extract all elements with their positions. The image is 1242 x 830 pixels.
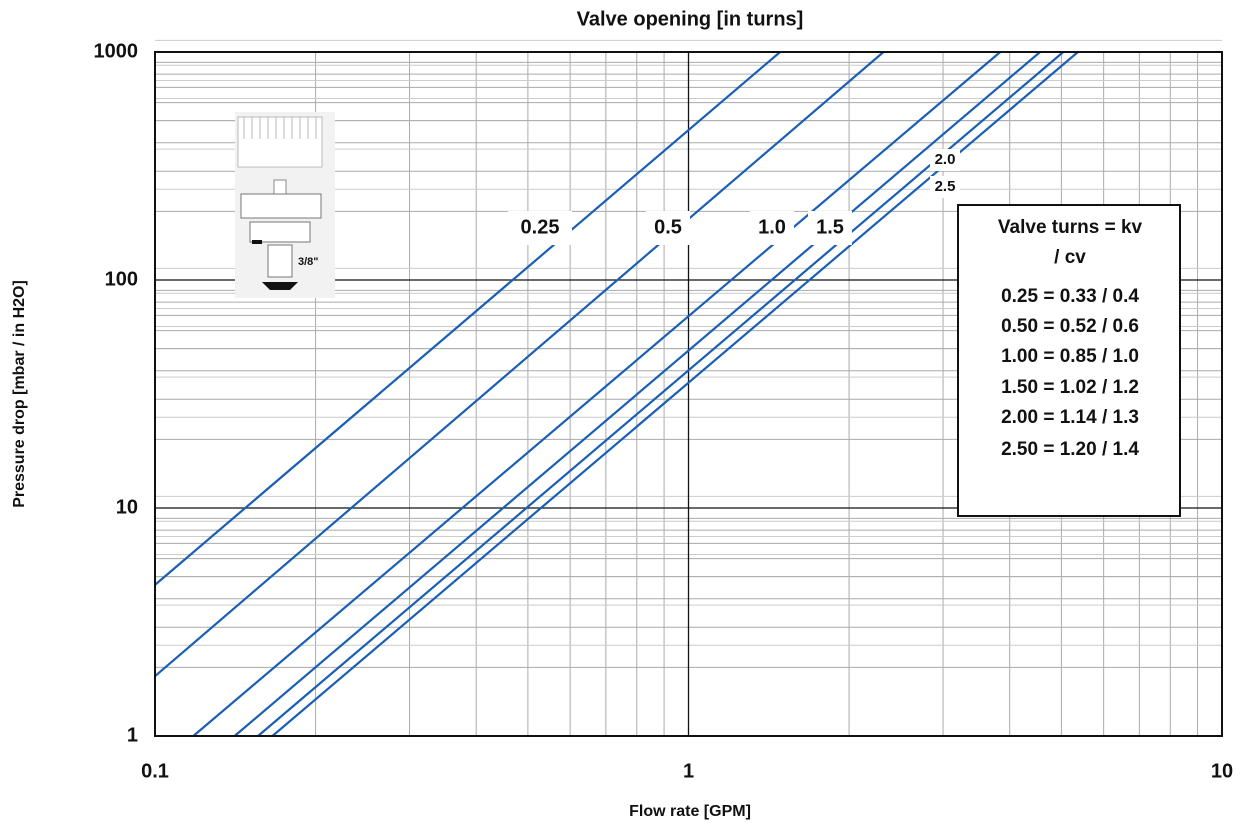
annotation-line: 2.50 = 1.20 / 1.4 (1001, 439, 1139, 460)
label-background (930, 149, 960, 171)
annotation-frame (957, 204, 1181, 517)
line-label: 2.0 (935, 151, 956, 168)
annotation-box: Valve turns = kv / cv 0.25 = 0.33 / 0.4 0.5… (957, 204, 1181, 517)
annotation-line: / cv (1054, 247, 1086, 268)
x-axis-label: Flow rate [GPM] (629, 803, 751, 820)
series-line (233, 51, 1041, 737)
x-tick-label: 1 (683, 760, 694, 782)
line-label: 1.0 (758, 216, 786, 238)
series-line (257, 51, 1064, 737)
image-stem (273, 179, 287, 195)
series-line (154, 51, 885, 677)
annotation-line: 0.25 = 0.33 / 0.4 (1001, 286, 1139, 307)
valve-image: 3/8" (235, 112, 335, 298)
annotation-line: 2.00 = 1.14 / 1.3 (1001, 407, 1139, 428)
label-background (750, 211, 794, 245)
label-background (646, 211, 690, 245)
line-labels: 0.25 0.5 1.0 1.5 2.0 2.5 (508, 149, 960, 245)
y-axis-label: Pressure drop [mbar / in H2O] (11, 280, 28, 508)
image-cap (237, 116, 323, 168)
image-ring (252, 240, 262, 244)
y-tick-label: 1000 (94, 40, 139, 62)
label-background (930, 176, 960, 198)
line-label: 0.5 (654, 216, 682, 238)
image-body (240, 193, 322, 219)
image-seal (262, 282, 298, 290)
x-tick-label: 10 (1211, 760, 1233, 782)
y-tick-label: 10 (116, 496, 138, 518)
image-label: 3/8" (298, 256, 319, 268)
series-line (154, 51, 781, 586)
annotation-text: Valve turns = kv / cv 0.25 = 0.33 / 0.4 0.5… (998, 217, 1143, 460)
annotation-line: 0.50 = 0.52 / 0.6 (1001, 316, 1139, 337)
plot-frame (154, 51, 1223, 737)
series-line (192, 51, 1001, 737)
annotation-line: 1.50 = 1.02 / 1.2 (1001, 377, 1139, 398)
label-background (508, 211, 572, 245)
image-thread (267, 244, 293, 278)
annotation-line: 1.00 = 0.85 / 1.0 (1001, 346, 1139, 367)
chart-title: Valve opening [in turns] (577, 8, 804, 30)
image-nut (249, 221, 311, 243)
line-label: 1.5 (816, 216, 844, 238)
y-tick-label: 1 (127, 724, 138, 746)
line-label: 2.5 (935, 178, 956, 195)
label-background (808, 211, 852, 245)
line-label: 0.25 (521, 216, 560, 238)
y-tick-label: 100 (105, 268, 138, 290)
annotation-line: Valve turns = kv (998, 217, 1143, 238)
x-tick-label: 0.1 (141, 760, 169, 782)
image-ribs (243, 117, 317, 139)
